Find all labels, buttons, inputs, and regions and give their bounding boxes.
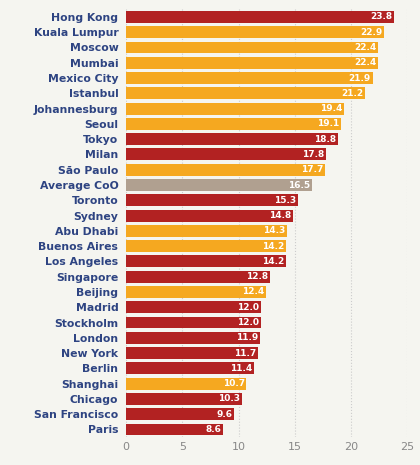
Text: 11.7: 11.7 (234, 349, 256, 358)
Text: 10.3: 10.3 (218, 394, 240, 404)
Bar (126, 286, 265, 298)
Bar (126, 103, 344, 114)
Text: 22.4: 22.4 (354, 58, 376, 67)
Bar (126, 271, 270, 283)
Text: 19.4: 19.4 (320, 104, 343, 113)
Text: 16.5: 16.5 (288, 180, 310, 190)
Text: 14.3: 14.3 (263, 226, 285, 235)
Bar (126, 301, 261, 313)
Text: 14.8: 14.8 (269, 211, 291, 220)
Bar (126, 255, 286, 267)
Bar (126, 26, 384, 38)
Bar (126, 41, 378, 53)
Text: 23.8: 23.8 (370, 13, 392, 21)
Bar (126, 164, 325, 176)
Text: 21.9: 21.9 (349, 73, 371, 83)
Bar (126, 118, 341, 130)
Bar (126, 378, 247, 390)
Bar (126, 317, 261, 328)
Text: 11.9: 11.9 (236, 333, 258, 342)
Bar (126, 11, 394, 23)
Text: 21.2: 21.2 (341, 89, 363, 98)
Bar (126, 332, 260, 344)
Bar (126, 72, 373, 84)
Text: 15.3: 15.3 (274, 196, 297, 205)
Text: 12.8: 12.8 (246, 272, 268, 281)
Bar (126, 57, 378, 69)
Text: 8.6: 8.6 (205, 425, 221, 434)
Text: 17.7: 17.7 (301, 165, 323, 174)
Bar (126, 179, 312, 191)
Text: 18.8: 18.8 (314, 135, 336, 144)
Bar (126, 210, 293, 221)
Bar (126, 148, 326, 160)
Bar (126, 133, 338, 145)
Text: 17.8: 17.8 (302, 150, 325, 159)
Bar (126, 240, 286, 252)
Text: 12.4: 12.4 (241, 287, 264, 297)
Bar (126, 194, 298, 206)
Bar (126, 347, 258, 359)
Bar (126, 87, 365, 100)
Text: 10.7: 10.7 (223, 379, 245, 388)
Bar (126, 424, 223, 435)
Bar (126, 362, 255, 374)
Text: 9.6: 9.6 (216, 410, 232, 418)
Text: 19.1: 19.1 (317, 120, 339, 128)
Text: 14.2: 14.2 (262, 242, 284, 251)
Text: 14.2: 14.2 (262, 257, 284, 266)
Text: 22.9: 22.9 (360, 28, 382, 37)
Bar (126, 393, 242, 405)
Bar (126, 225, 287, 237)
Text: 22.4: 22.4 (354, 43, 376, 52)
Text: 12.0: 12.0 (237, 318, 260, 327)
Bar (126, 408, 234, 420)
Text: 11.4: 11.4 (231, 364, 253, 373)
Text: 12.0: 12.0 (237, 303, 260, 312)
